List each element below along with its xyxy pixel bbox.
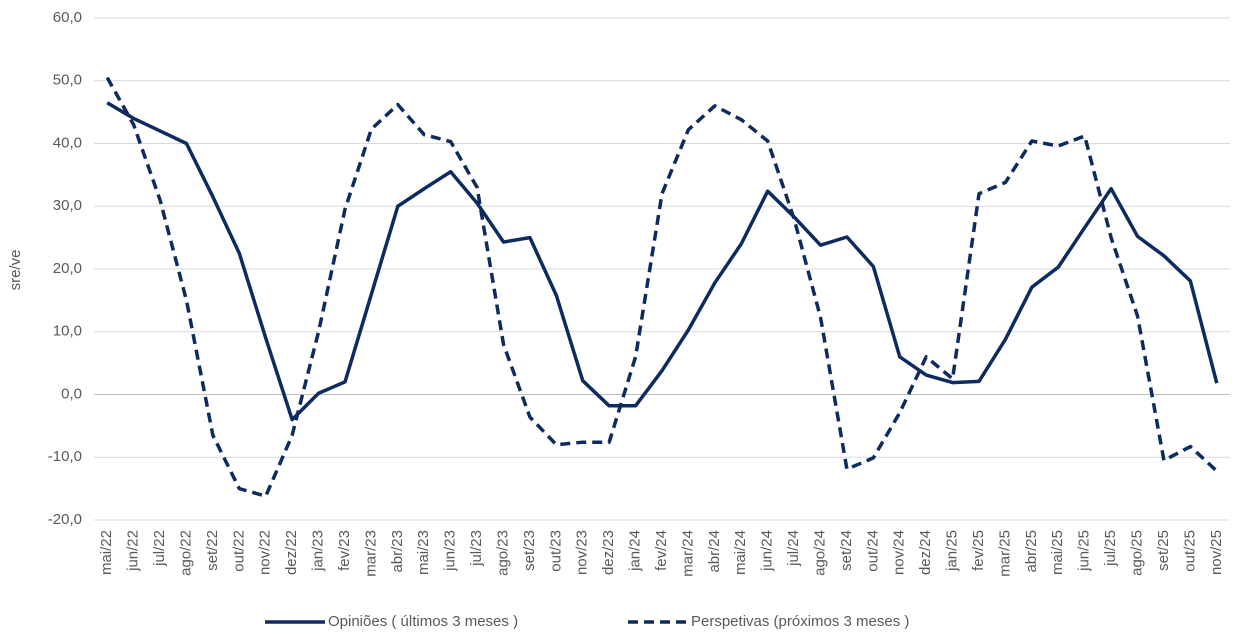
x-tick-label: nov/24 [891,530,908,575]
x-tick-label: set/23 [521,530,538,571]
x-tick-label: fev/23 [336,530,353,571]
x-tick-label: nov/25 [1208,530,1225,575]
y-tick-label: 10,0 [53,323,82,340]
legend-label: Perspetivas (próximos 3 meses ) [691,613,909,630]
y-tick-label: 60,0 [53,9,82,26]
x-tick-label: set/22 [204,530,221,571]
x-tick-label: jun/22 [125,530,142,572]
data-line [105,76,1218,498]
x-tick-label: abr/24 [706,530,723,573]
y-tick-label: 40,0 [53,134,82,151]
x-tick-label: jan/23 [310,530,327,572]
y-tick-label: 30,0 [53,197,82,214]
x-tick-label: set/24 [838,530,855,571]
x-tick-label: out/22 [230,530,247,572]
x-tick-label: mar/23 [362,530,379,577]
x-tick-label: out/25 [1181,530,1198,572]
x-tick-label: fev/24 [653,530,670,571]
legend-label: Opiniões ( últimos 3 meses ) [328,613,518,630]
x-tick-label: jan/24 [627,530,644,572]
x-tick-label: nov/23 [574,530,591,575]
x-tick-label: dez/23 [600,530,617,575]
x-tick-label: ago/25 [1129,530,1146,576]
x-tick-label: mai/25 [1049,530,1066,575]
x-tick-label: ago/24 [811,530,828,576]
x-tick-label: mai/24 [732,530,749,575]
y-tick-label: -20,0 [48,511,82,528]
x-tick-label: jun/23 [442,530,459,572]
y-tick-label: 20,0 [53,260,82,277]
x-tick-label: out/23 [547,530,564,572]
x-tick-label: jan/25 [944,530,961,572]
x-tick-label: ago/23 [494,530,511,576]
y-tick-label: 50,0 [53,72,82,89]
x-tick-label: jun/24 [759,530,776,572]
x-tick-label: abr/25 [1023,530,1040,573]
y-axis-label: sre/ve [7,250,24,291]
x-tick-label: jul/25 [1102,530,1119,567]
x-tick-label: dez/22 [283,530,300,575]
y-tick-label: 0,0 [61,385,82,402]
x-tick-label: abr/23 [389,530,406,573]
x-tick-label: jun/25 [1076,530,1093,572]
x-tick-label: out/24 [864,530,881,572]
x-tick-label: jul/23 [468,530,485,567]
x-tick-label: mai/22 [98,530,115,575]
x-tick-label: mar/24 [679,530,696,577]
y-tick-label: -10,0 [48,448,82,465]
x-tick-label: set/25 [1155,530,1172,571]
data-line [106,101,1219,422]
x-tick-label: ago/22 [177,530,194,576]
x-tick-label: dez/24 [917,530,934,575]
x-tick-label: nov/22 [257,530,274,575]
x-tick-label: mar/25 [996,530,1013,577]
x-tick-label: fev/25 [970,530,987,571]
x-tick-label: jul/24 [785,530,802,567]
x-tick-label: jul/22 [151,530,168,567]
x-tick-label: mai/23 [415,530,432,575]
